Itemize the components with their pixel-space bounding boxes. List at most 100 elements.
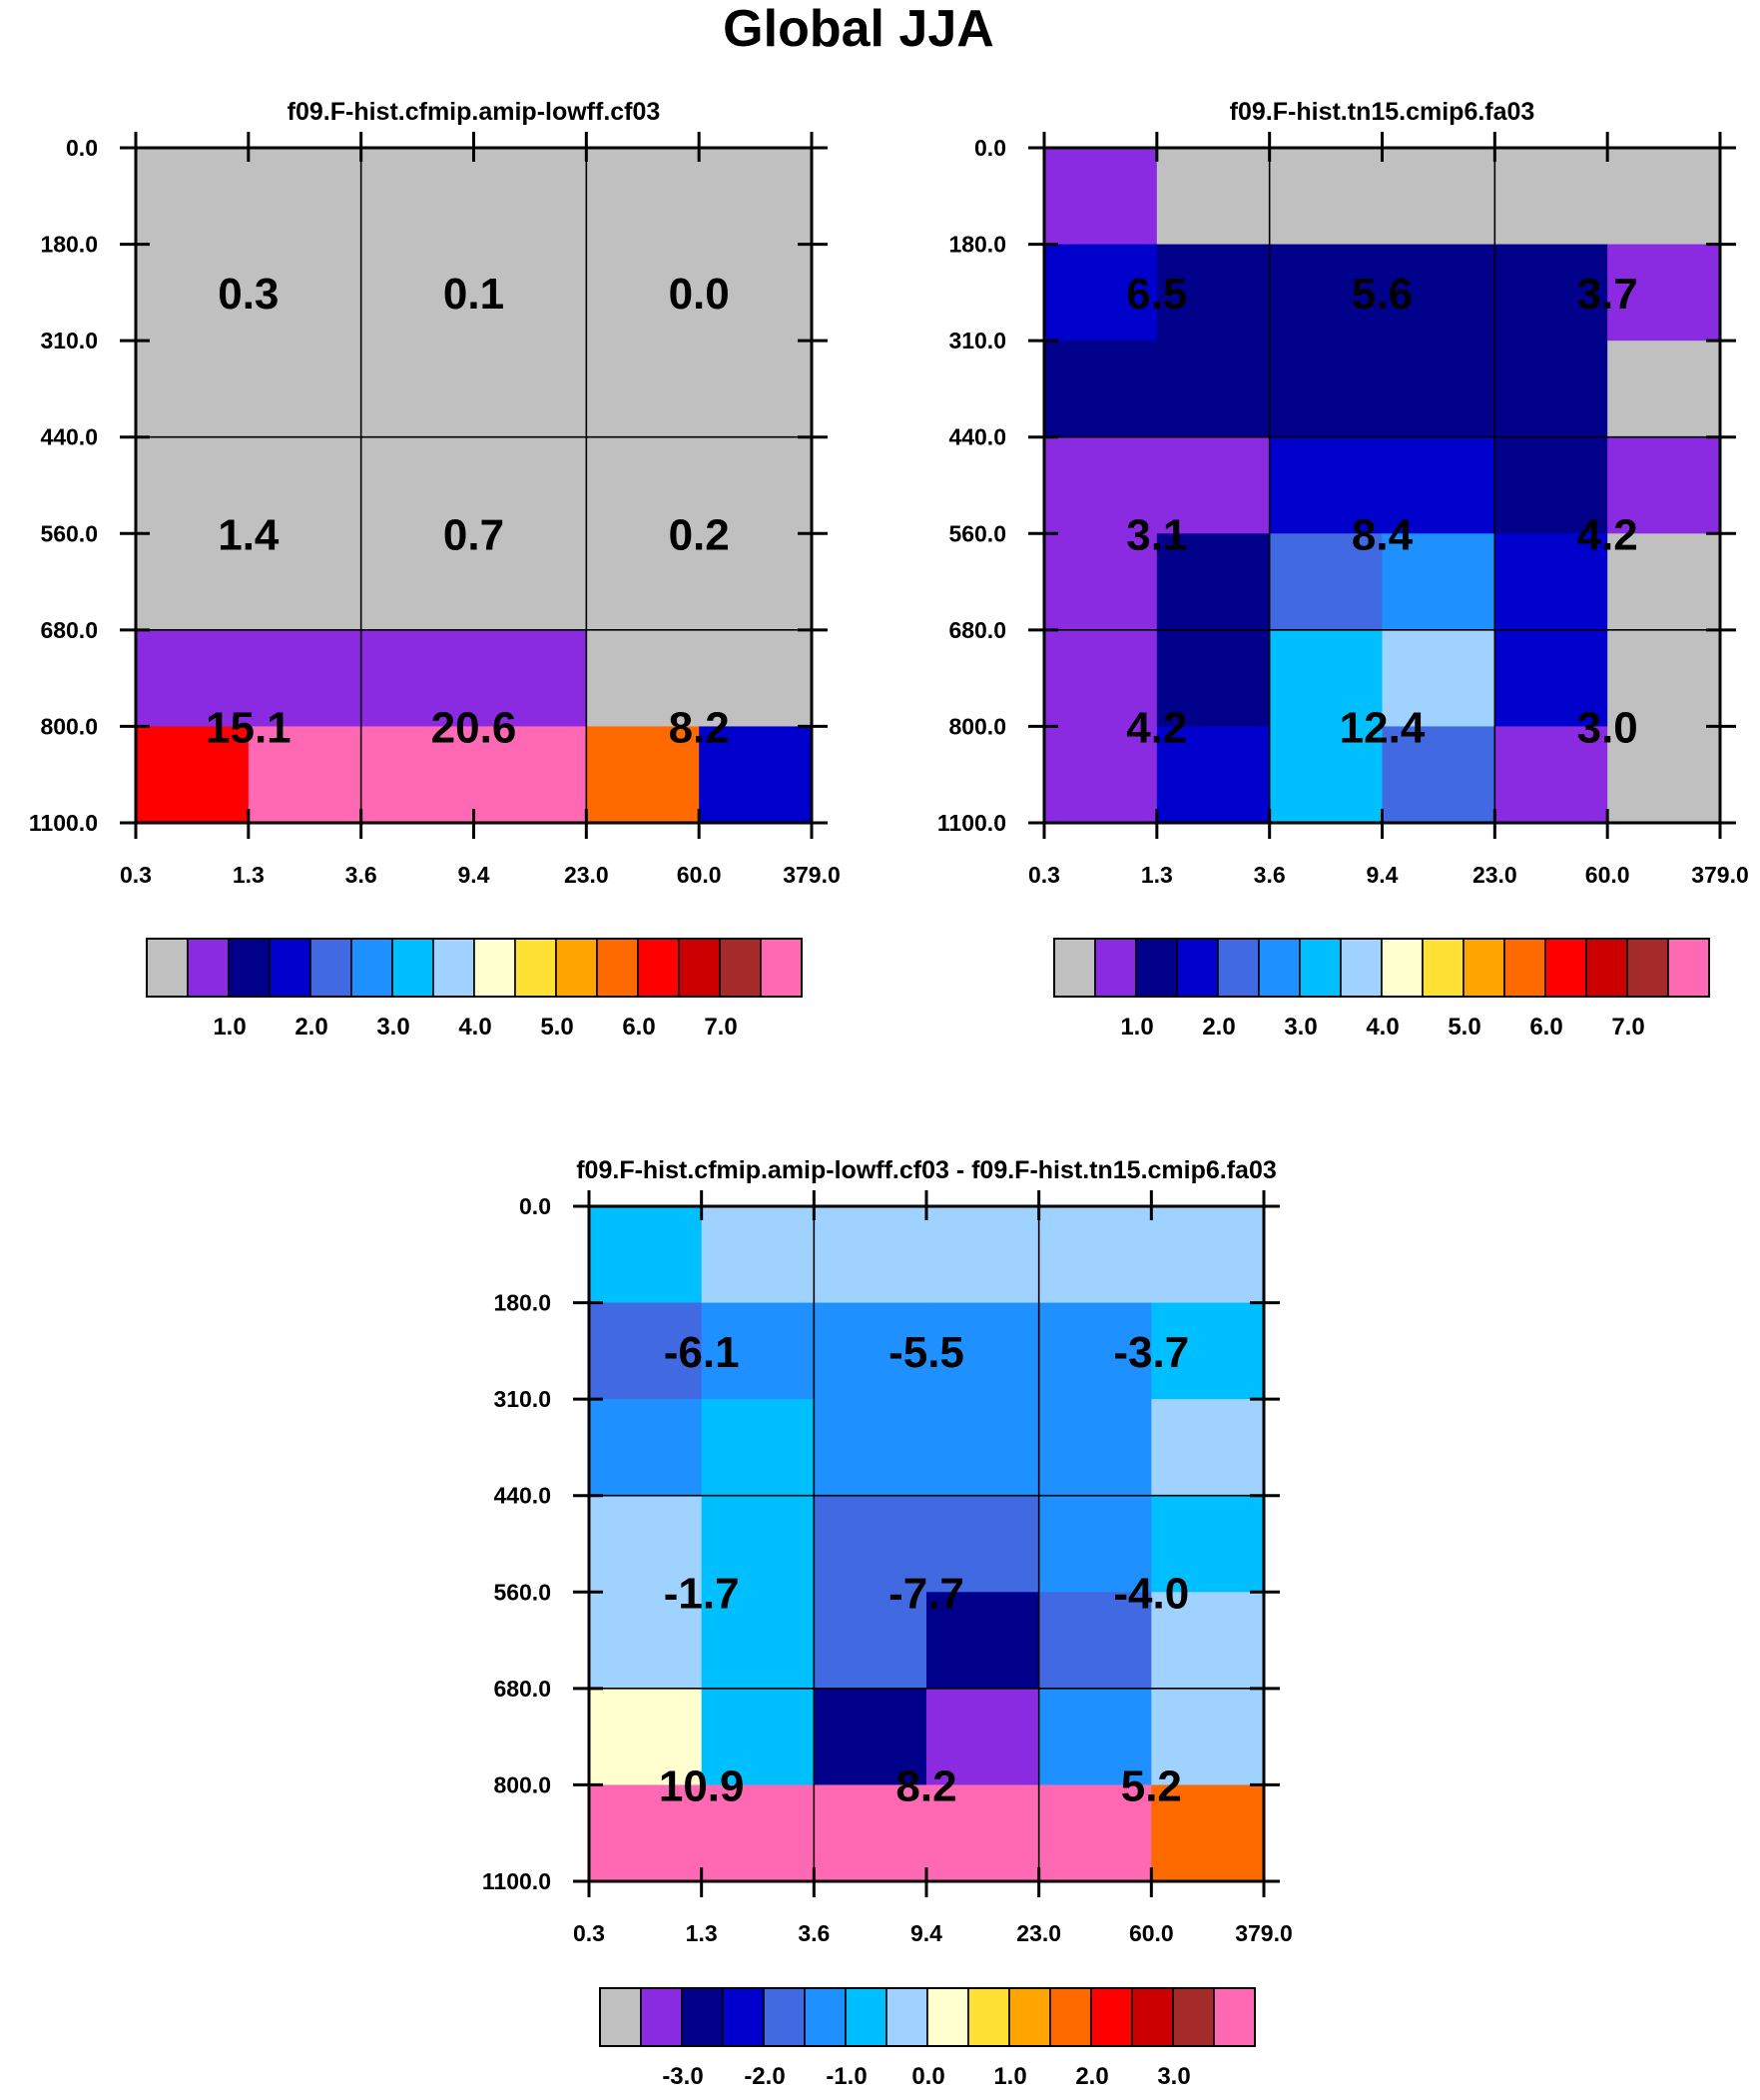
heatmap-cell	[1494, 629, 1608, 728]
colorbar-label: 1.0	[213, 1014, 246, 1041]
x-tick-label: 9.4	[910, 1920, 942, 1946]
heatmap-cell	[360, 726, 475, 824]
cell-value-label: -1.7	[664, 1569, 740, 1618]
cell-value-label: -5.5	[888, 1328, 964, 1377]
heatmap-cell	[1269, 533, 1384, 631]
colorbar-box	[1585, 938, 1628, 998]
panel-right: f09.F-hist.tn15.cmip6.fa03 0.0 180.0 310.0 4…	[937, 98, 1749, 1041]
heatmap-cell	[1156, 148, 1271, 246]
colorbar-box	[967, 1987, 1010, 2047]
colorbar-box	[804, 1987, 847, 2047]
cell-value-label: 0.3	[218, 270, 279, 319]
heatmap-cell	[136, 436, 250, 534]
y-tick-label: 180.0	[493, 1290, 551, 1316]
heatmap-cell	[1607, 341, 1721, 438]
y-tick-label: 440.0	[493, 1483, 551, 1509]
y-tick-label: 310.0	[40, 328, 98, 353]
heatmap-cell	[589, 1688, 703, 1786]
heatmap-cell	[1038, 1399, 1152, 1497]
y-tick-label: 1100.0	[937, 810, 1006, 836]
colorbar-box	[1544, 938, 1587, 998]
heatmap-cell	[926, 1206, 1040, 1304]
heatmap-cell	[1494, 533, 1608, 631]
heatmap-cell	[1494, 436, 1608, 534]
heatmap-cell	[1156, 244, 1271, 342]
colorbar-box	[187, 938, 230, 998]
y-tick-label: 560.0	[40, 520, 98, 546]
heatmap-cell	[1269, 148, 1384, 246]
y-tick-label: 440.0	[40, 424, 98, 450]
cell-value-label: -3.7	[1113, 1328, 1189, 1377]
colorbar-box	[1217, 938, 1260, 998]
heatmap-cell	[1151, 1784, 1265, 1882]
colorbar-label: 3.0	[1284, 1014, 1317, 1041]
heatmap-cell	[699, 629, 813, 728]
colorbar-box	[722, 1987, 765, 2047]
heatmap-cell	[586, 244, 700, 342]
y-tick-label: 440.0	[948, 424, 1006, 450]
heatmap-cell	[1038, 1784, 1152, 1882]
heatmap-cell	[814, 1495, 927, 1593]
x-tick-label: 9.4	[1367, 862, 1399, 888]
colorbar-box	[1213, 1987, 1256, 2047]
heatmap-cell	[699, 726, 813, 824]
cell-value-label: 3.1	[1126, 510, 1187, 559]
colorbar-box	[760, 938, 803, 998]
x-tick-label: 379.0	[783, 862, 841, 888]
heatmap-cell	[136, 629, 250, 728]
colorbar-box	[681, 1987, 724, 2047]
x-tick-label: 0.3	[1028, 862, 1060, 888]
cell-value-label: -7.7	[888, 1569, 964, 1618]
cell-value-label: 6.5	[1126, 270, 1187, 319]
heatmap-cell	[248, 436, 362, 534]
heatmap-cell	[1269, 629, 1384, 728]
colorbar-label: -3.0	[662, 2063, 703, 2090]
cell-value-label: 4.2	[1126, 703, 1187, 752]
cell-value-label: 0.7	[443, 510, 504, 559]
heatmap-cell	[814, 1592, 927, 1690]
heatmap-cell	[360, 436, 475, 534]
x-tick-label: 3.6	[798, 1920, 830, 1946]
heatmap-cell	[1494, 726, 1608, 824]
y-tick-label: 180.0	[40, 232, 98, 258]
colorbar-label: 7.0	[704, 1014, 737, 1041]
heatmap-cell	[699, 148, 813, 246]
heatmap-cell	[926, 1302, 1040, 1400]
x-tick-label: 3.6	[345, 862, 377, 888]
heatmap-cell	[1038, 1206, 1152, 1304]
heatmap-cell	[1044, 726, 1158, 824]
heatmap-cell	[1044, 629, 1158, 728]
cell-value-label: 3.0	[1577, 703, 1638, 752]
colorbar-box	[678, 938, 721, 998]
heatmap-cell	[136, 341, 250, 438]
colorbar-label: 2.0	[1075, 2063, 1108, 2090]
cell-value-label: 12.4	[1340, 703, 1426, 752]
heatmap-cell	[1494, 341, 1608, 438]
x-tick-label: 379.0	[1691, 862, 1749, 888]
panel-title: f09.F-hist.tn15.cmip6.fa03	[1230, 98, 1535, 126]
heatmap-cell	[1151, 1592, 1265, 1690]
heatmap-cell	[589, 1495, 703, 1593]
colorbar-label: 1.0	[1120, 1014, 1153, 1041]
heatmap-cell	[926, 1784, 1040, 1882]
colorbar-box	[1299, 938, 1342, 998]
cell-value-label: -6.1	[664, 1328, 740, 1377]
heatmap-cell	[360, 629, 475, 728]
heatmap-cell	[248, 244, 362, 342]
heatmap-cell	[1269, 726, 1384, 824]
heatmap-cell	[1156, 341, 1271, 438]
heatmap-cell	[473, 436, 587, 534]
heatmap-cell	[699, 244, 813, 342]
colorbar-box	[1422, 938, 1465, 998]
colorbar-label: 2.0	[1202, 1014, 1235, 1041]
colorbar-box	[719, 938, 762, 998]
heatmap-cell	[248, 148, 362, 246]
heatmap-cell	[1382, 244, 1495, 342]
heatmap-cell	[1038, 1592, 1152, 1690]
heatmap-cell	[589, 1592, 703, 1690]
heatmap-cell	[1156, 726, 1271, 824]
heatmap-cell	[1151, 1688, 1265, 1786]
heatmap-cell	[473, 148, 587, 246]
heatmap-cell	[814, 1399, 927, 1497]
x-tick-label: 60.0	[677, 862, 722, 888]
